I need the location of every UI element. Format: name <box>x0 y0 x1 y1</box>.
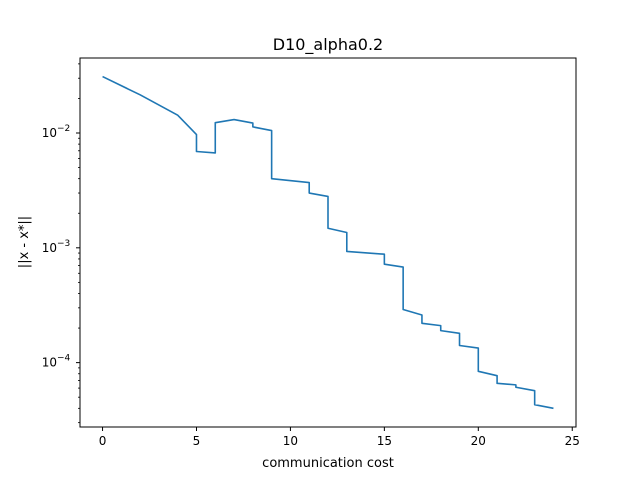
y-tick-label: 10−4 <box>42 354 71 370</box>
series-line-0 <box>102 75 554 410</box>
axes-frame <box>79 57 577 428</box>
x-tick-label: 5 <box>193 434 201 448</box>
plot-area <box>102 75 554 410</box>
y-axis-label: ||x - x*|| <box>17 216 32 268</box>
x-axis-label: communication cost <box>262 456 394 471</box>
x-tick-label: 0 <box>99 434 107 448</box>
y-axis-ticks: 10−4 10−3 10−2 <box>42 63 80 424</box>
x-tick-label: 20 <box>471 434 486 448</box>
y-tick-label: 10−2 <box>42 124 71 140</box>
x-tick-label: 10 <box>283 434 298 448</box>
x-tick-label: 25 <box>565 434 580 448</box>
x-axis-ticks: 0 5 10 15 20 25 <box>99 427 580 448</box>
y-tick-label: 10−3 <box>42 239 71 255</box>
x-tick-label: 15 <box>377 434 392 448</box>
chart-title: D10_alpha0.2 <box>273 35 383 55</box>
